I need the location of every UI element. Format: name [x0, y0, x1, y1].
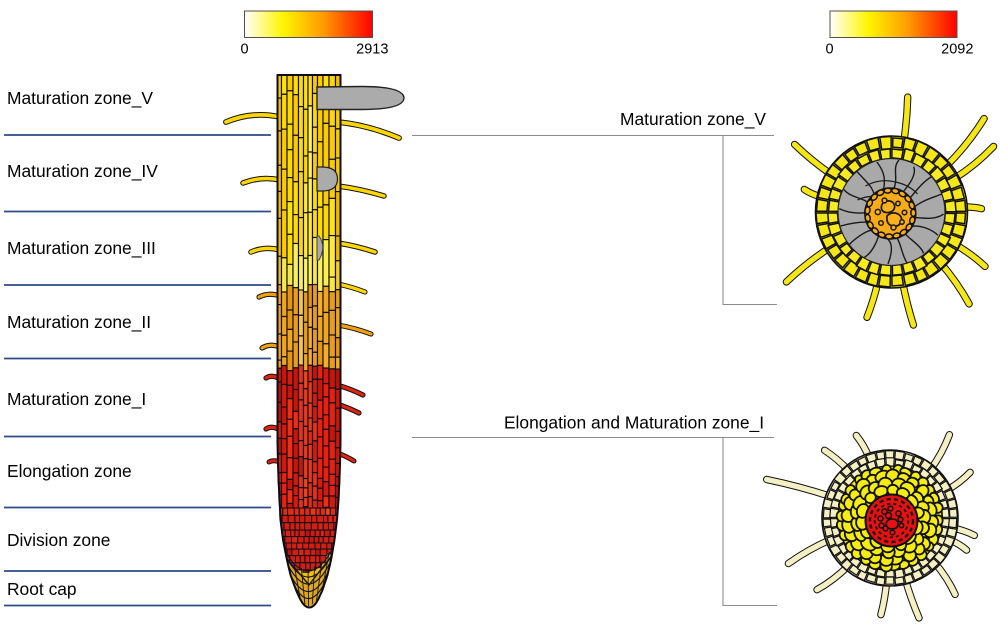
svg-text:Root cap: Root cap	[7, 579, 77, 599]
svg-text:Maturation zone_II: Maturation zone_II	[7, 312, 151, 332]
svg-text:2913: 2913	[356, 42, 388, 58]
svg-text:2092: 2092	[941, 42, 973, 58]
svg-text:0: 0	[825, 42, 833, 58]
svg-text:Maturation zone_V: Maturation zone_V	[7, 88, 153, 108]
svg-text:Division zone: Division zone	[7, 530, 110, 550]
svg-text:Maturation zone_V: Maturation zone_V	[620, 109, 766, 129]
svg-text:Maturation zone_I: Maturation zone_I	[7, 389, 146, 409]
svg-text:Maturation zone_III: Maturation zone_III	[7, 238, 156, 258]
svg-text:Maturation zone_IV: Maturation zone_IV	[7, 161, 158, 181]
svg-text:0: 0	[240, 42, 248, 58]
svg-text:Elongation and Maturation zone: Elongation and Maturation zone_I	[504, 413, 764, 433]
svg-text:Elongation zone: Elongation zone	[7, 461, 132, 481]
